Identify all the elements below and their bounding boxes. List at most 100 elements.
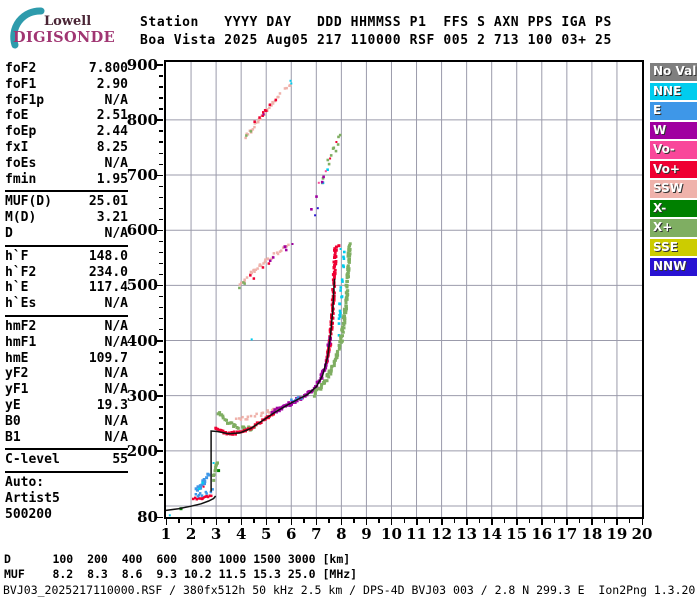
x-axis-tick — [466, 519, 468, 525]
digisonde-logo: Lowell DIGISONDE — [4, 4, 124, 50]
x-axis-label: 7 — [311, 525, 322, 543]
legend-item-w: W — [650, 121, 697, 139]
muf-table-d-row: D 100 200 400 600 800 1000 1500 3000 [km… — [4, 552, 351, 566]
param-value: N/A — [104, 296, 128, 312]
param-label: hmF2 — [5, 318, 37, 334]
param-label: foF2 — [5, 61, 37, 76]
param-row-hmf1: hmF1 N/A — [5, 335, 128, 351]
param-separator — [5, 190, 128, 193]
param-label: yF1 — [5, 382, 29, 398]
param-value: N/A — [104, 318, 128, 334]
param-value: 234.0 — [88, 264, 128, 280]
param-label: h`F — [5, 248, 29, 264]
x-axis-tick — [441, 519, 443, 525]
y-axis-minor-tick — [159, 317, 163, 320]
y-axis-minor-tick — [159, 273, 163, 276]
legend-item-ssw: SSW — [650, 180, 697, 198]
trace-third-hop-green — [245, 130, 253, 137]
y-axis-minor-tick — [159, 328, 163, 331]
x-axis-tick — [390, 519, 393, 525]
param-separator — [5, 471, 128, 474]
trace-es-green — [212, 461, 219, 482]
trace-spread-purple — [310, 175, 325, 211]
param-row-clevel: C-level 55 — [5, 452, 128, 468]
x-axis-tick — [616, 519, 618, 525]
x-axis-label: 14 — [481, 525, 503, 543]
legend-item-x: X- — [650, 199, 697, 217]
x-axis-minor-tick — [578, 519, 581, 523]
param-value: 3.21 — [96, 210, 128, 226]
x-axis-label: 9 — [361, 525, 372, 543]
param-row-fmin: fmin 1.95 — [5, 172, 128, 188]
y-axis-minor-tick — [159, 130, 163, 132]
param-row-yf1: yF1 N/A — [5, 382, 128, 398]
param-value: N/A — [104, 225, 128, 241]
x-axis-label: 13 — [456, 525, 478, 543]
y-axis-minor-tick — [159, 152, 163, 154]
y-axis-minor-tick — [159, 86, 163, 88]
x-axis-minor-tick — [628, 519, 631, 523]
y-axis-minor-tick — [159, 417, 163, 419]
param-label: foE — [5, 108, 29, 124]
x-axis-minor-tick — [603, 519, 606, 523]
param-row-hf2: h`F2 234.0 — [5, 265, 128, 281]
y-axis-minor-tick — [159, 472, 163, 474]
param-value: N/A — [104, 155, 128, 171]
param-label: foF1p — [5, 92, 45, 108]
x-axis-tick — [215, 519, 218, 525]
x-axis-minor-tick — [453, 519, 456, 523]
param-value: N/A — [104, 382, 128, 398]
param-value: 2.51 — [96, 108, 128, 124]
logo-lowell-text: Lowell — [44, 14, 92, 29]
x-axis-minor-tick — [503, 519, 506, 523]
param-label: D — [5, 225, 13, 241]
x-axis-label: 4 — [235, 525, 247, 543]
x-axis-label: 15 — [506, 525, 528, 543]
param-value: 117.4 — [88, 280, 128, 296]
y-axis-minor-tick — [159, 240, 163, 243]
param-value: 8.25 — [96, 139, 128, 155]
x-axis-minor-tick — [528, 519, 531, 523]
muf-table-muf-row: MUF 8.2 8.3 8.6 9.3 10.2 11.5 15.3 25.0 … — [4, 567, 358, 581]
param-row-auto: Auto: — [5, 475, 128, 491]
legend-item-nne: NNE — [650, 82, 697, 100]
trace-third-hop-red — [253, 98, 278, 123]
x-axis-label: 20 — [631, 525, 653, 543]
param-row-fof2: foF2 7.800 — [5, 61, 128, 77]
y-axis-minor-tick — [159, 428, 163, 430]
y-axis-minor-tick — [159, 306, 163, 309]
param-value: N/A — [104, 429, 128, 445]
x-axis-tick — [516, 519, 518, 525]
param-value: 55 — [112, 452, 128, 468]
param-label: foEs — [5, 155, 37, 171]
param-row-hf: h`F 148.0 — [5, 249, 128, 265]
y-axis-tick — [155, 340, 163, 342]
logo-arc-icon — [10, 7, 45, 49]
x-axis-tick — [591, 519, 593, 525]
y-axis-minor-tick — [159, 483, 163, 485]
trace-second-hop-green — [238, 281, 246, 290]
status-line: BVJ03_2025217110000.RSF / 380fx512h 50 k… — [3, 583, 696, 597]
param-value: 19.3 — [96, 397, 128, 413]
param-row-artist5: Artist5 — [5, 491, 128, 507]
logo-digisonde-text: DIGISONDE — [13, 29, 116, 46]
y-axis-tick — [155, 284, 163, 287]
param-label: yE — [5, 397, 21, 413]
param-value: 148.0 — [88, 248, 128, 264]
x-axis-minor-tick — [228, 519, 230, 523]
ionogram-plot — [164, 60, 644, 519]
param-label: yF2 — [5, 366, 29, 382]
param-separator — [5, 244, 128, 247]
y-axis-minor-tick — [159, 207, 163, 210]
param-row-hme: hmE 109.7 — [5, 351, 128, 367]
y-axis-minor-tick — [159, 384, 163, 386]
x-axis-minor-tick — [253, 519, 255, 523]
y-axis-minor-tick — [159, 439, 163, 441]
x-axis-minor-tick — [553, 519, 556, 523]
x-axis-tick — [265, 519, 268, 525]
y-axis-minor-tick — [159, 262, 163, 265]
x-axis-tick — [290, 519, 293, 525]
param-row-hmf2: hmF2 N/A — [5, 319, 128, 335]
y-axis-minor-tick — [159, 295, 163, 298]
